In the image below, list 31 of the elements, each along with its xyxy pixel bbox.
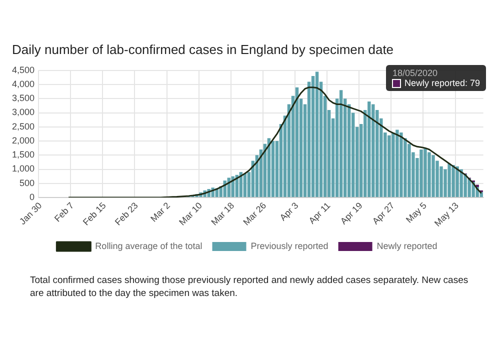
x-tick-label: Apr 19 <box>338 200 364 226</box>
x-tick-label: Mar 26 <box>241 200 268 228</box>
x-tick-label: Apr 11 <box>306 200 332 226</box>
y-tick-label: 4,500 <box>12 64 35 75</box>
y-tick-label: 2,000 <box>12 135 35 146</box>
x-tick-label: Mar 18 <box>209 200 236 228</box>
y-tick-label: 4,000 <box>12 79 35 90</box>
legend-label: Newly reported <box>376 240 438 251</box>
x-tick-label: Mar 10 <box>177 200 204 228</box>
chart-title: Daily number of lab-confirmed cases in England by specimen date <box>11 41 395 59</box>
x-tick-label: Feb 7 <box>52 200 76 224</box>
y-tick-label: 2,500 <box>12 121 35 132</box>
y-tick-label: 3,500 <box>12 93 35 104</box>
x-tick-label: Apr 3 <box>278 200 300 223</box>
x-tick-label: Mar 2 <box>148 200 172 224</box>
x-tick-label: Feb 15 <box>80 200 108 228</box>
annotation: 18/05/2020 <box>392 68 438 78</box>
x-tick-label: May 5 <box>404 200 428 225</box>
y-tick-label: 500 <box>19 178 35 188</box>
x-tick-label: Feb 23 <box>112 200 140 228</box>
x-tick-label: Jan 30 <box>18 200 44 227</box>
annotation: Newly reported: 79 <box>404 78 480 88</box>
y-tick-label: 1,500 <box>12 150 35 160</box>
legend-label: Rolling average of the total <box>95 240 202 251</box>
y-tick-label: 3,000 <box>12 107 35 118</box>
x-tick-label: May 13 <box>432 200 460 228</box>
x-tick-label: Apr 27 <box>370 200 396 226</box>
y-tick-label: 1,000 <box>12 164 35 174</box>
legend-label: Previously reported <box>250 240 328 251</box>
text: Total confirmed cases showing those previously reported and newly added cases separately. New cases are attributed to the day the specimen was taken. <box>29 274 470 301</box>
y-tick-label: 0 <box>30 192 35 202</box>
